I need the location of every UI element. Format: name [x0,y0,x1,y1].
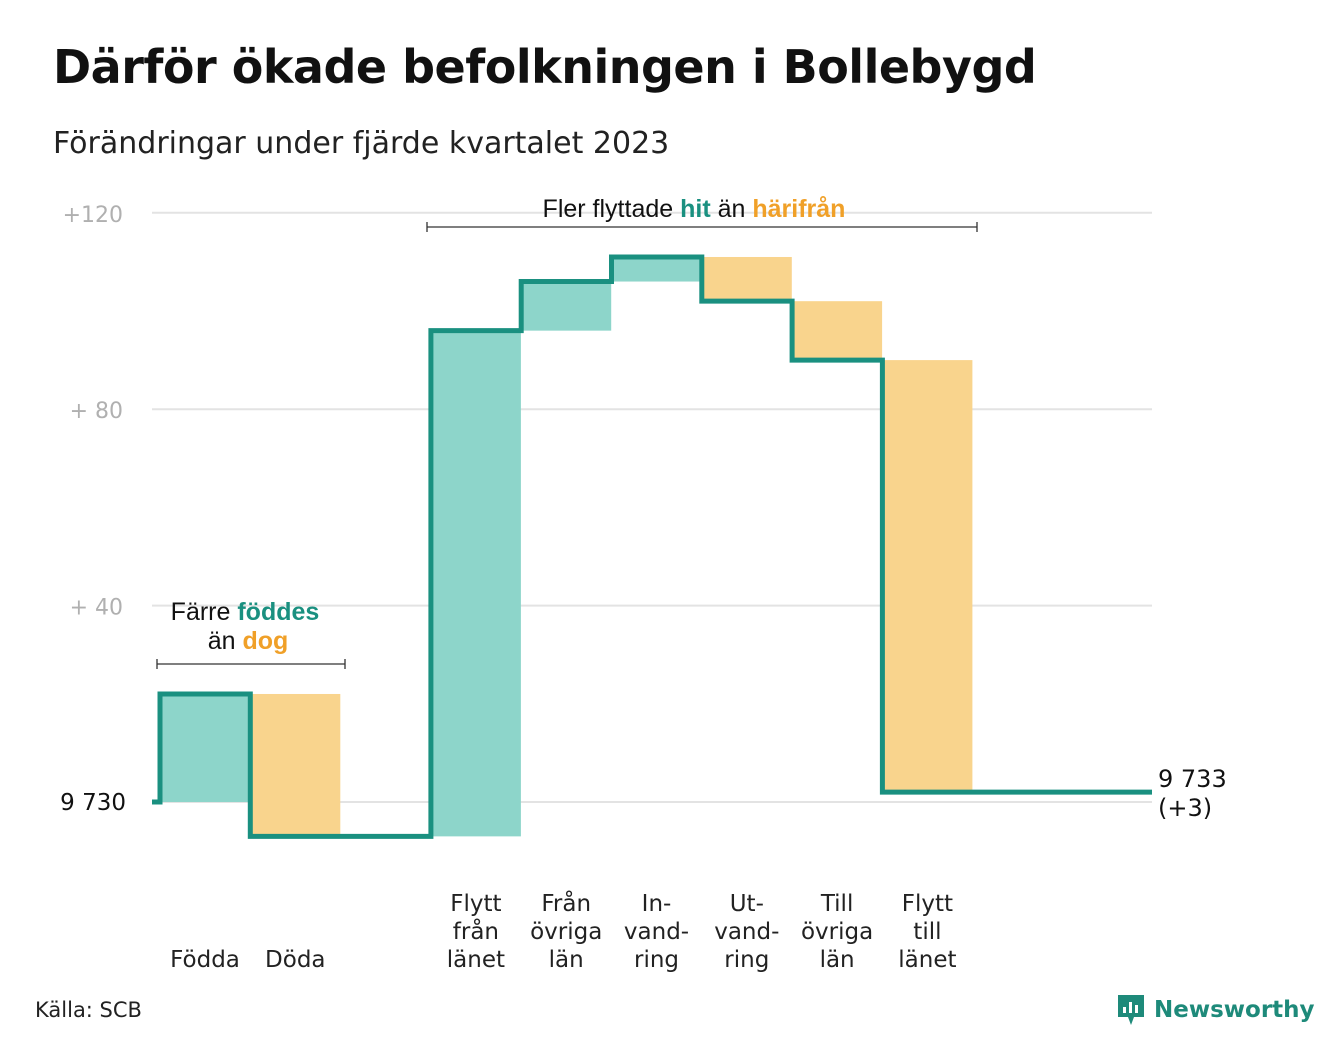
category-label: Flytt [450,891,501,917]
category-label: Döda [265,947,325,973]
category-label: från [453,917,499,945]
annotation-part: dog [242,627,288,655]
source-note: Källa: SCB [35,998,142,1022]
annotation-part: Fler flyttade [543,195,681,223]
category-label: Till [820,891,854,917]
waterfall-bar [250,693,341,837]
baseline-value-label: 9 730 [60,790,126,816]
category-label: Från [541,889,591,917]
y-tick-label: + 80 [70,399,123,424]
category-label: län [820,947,855,973]
annotation-moves-bracket [426,222,978,232]
waterfall-bar [611,256,702,282]
category-label: till [913,919,941,945]
category-label: Ut- [730,891,764,917]
cumulative-step-line [152,254,1152,839]
category-label: ring [724,947,769,973]
chart-subtitle: Förändringar under fjärde kvartalet 2023 [53,126,670,161]
annotation-part: Färre [171,598,238,626]
category-label: länet [898,947,956,973]
category-label: vand- [714,919,779,945]
chart-title: Därför ökade befolkningen i Bollebygd [53,40,1037,94]
newsworthy-logo[interactable]: Newsworthy [1116,993,1315,1027]
category-label: Flytt [902,891,953,917]
final-value-label: 9 733 [1158,765,1227,793]
waterfall-bar [521,281,612,331]
waterfall-bar [792,301,883,361]
annotation-births-line2: än dog [208,627,289,655]
waterfall-bar [701,256,792,302]
category-label: övriga [801,919,873,945]
annotation-births-bracket [156,659,346,669]
brand-name: Newsworthy [1154,997,1315,1023]
waterfall-bar [430,330,521,837]
annotation-part: hit [680,195,711,223]
final-value-label: (+3) [1158,794,1212,822]
category-label: övriga [530,919,602,945]
y-tick-label: + 40 [70,596,123,621]
waterfall-bar [882,360,973,793]
annotation-part: än [711,195,753,223]
category-label: In- [642,891,672,917]
annotation-births-line1: Färre föddes [171,598,320,626]
annotation-part: föddes [237,598,319,626]
annotation-part: härifrån [752,195,845,223]
waterfall-bar [160,693,250,802]
newsworthy-bubble-icon [1118,995,1144,1025]
category-label: Födda [170,947,240,973]
category-label: län [549,947,584,973]
category-label: vand- [624,919,689,945]
category-label: länet [447,947,505,973]
y-tick-label: +120 [63,203,123,228]
category-label: ring [634,947,679,973]
annotation-moves: Fler flyttade hit än härifrån [543,195,846,223]
annotation-part: än [208,627,243,655]
